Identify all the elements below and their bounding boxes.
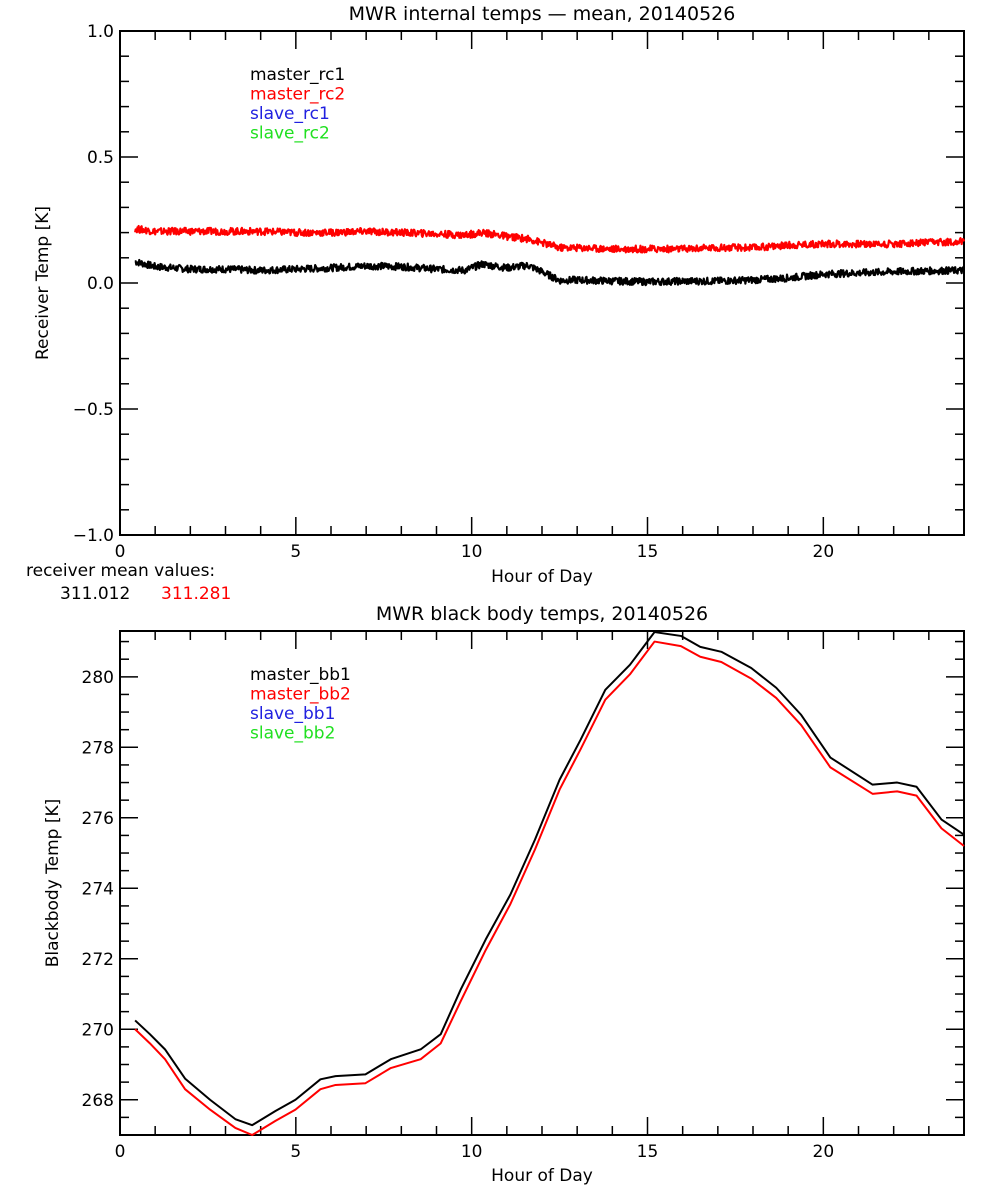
x-tick-label: 0: [115, 542, 126, 562]
series-group: [134, 631, 965, 1136]
legend-entry-master-bb2: master_bb2: [250, 685, 351, 705]
receiver-mean-value-1: 311.012: [60, 584, 130, 604]
y-tick-label: −1.0: [73, 526, 114, 546]
x-tick-label: 10: [461, 542, 483, 562]
legend-entry-slave-bb2: slave_bb2: [250, 724, 335, 744]
axis-ticks: [119, 30, 965, 536]
legend-entry-master-rc2: master_rc2: [250, 85, 345, 105]
legend-entry-master-rc1: master_rc1: [250, 65, 345, 85]
receiver-mean-value-2: 311.281: [161, 584, 231, 604]
series-line-master-rc2: [134, 224, 966, 254]
y-tick-label: 278: [82, 738, 114, 758]
x-tick-labels: 0 5 10 15 20: [115, 1142, 835, 1162]
x-tick-label: 20: [813, 1142, 835, 1162]
x-tick-label: 15: [637, 1142, 659, 1162]
y-tick-label: 272: [82, 950, 114, 970]
series-line-master-bb2: [134, 640, 965, 1136]
y-axis-label: Blackbody Temp [K]: [43, 799, 63, 968]
y-tick-label: 280: [82, 668, 114, 688]
y-tick-label: 0.5: [87, 148, 114, 168]
x-tick-label: 5: [290, 542, 301, 562]
x-tick-label: 10: [461, 1142, 483, 1162]
x-tick-label: 15: [637, 542, 659, 562]
x-axis-label: Hour of Day: [491, 567, 593, 587]
axis-ticks: [119, 631, 965, 1136]
plot-frame: [119, 630, 965, 1136]
y-tick-label: 274: [82, 879, 114, 899]
y-axis-label: Receiver Temp [K]: [33, 206, 53, 360]
y-tick-label: 0.0: [87, 274, 114, 294]
x-axis-label: Hour of Day: [491, 1166, 593, 1186]
chart-title: MWR internal temps — mean, 20140526: [349, 3, 736, 25]
blackbody-temp-chart: MWR black body temps, 20140526 0 5 10 15 20 …: [43, 603, 965, 1186]
legend-entry-slave-bb1: slave_bb1: [250, 704, 335, 724]
legend-entry-slave-rc2: slave_rc2: [250, 124, 330, 144]
series-line-master-bb1: [134, 631, 965, 1127]
y-tick-label: 276: [82, 809, 114, 829]
x-tick-labels: 0 5 10 15 20: [115, 542, 835, 562]
x-tick-label: 5: [290, 1142, 301, 1162]
legend-entry-master-bb1: master_bb1: [250, 665, 351, 685]
y-tick-labels: −1.0 −0.5 0.0 0.5 1.0: [73, 22, 114, 546]
y-tick-label: 268: [82, 1091, 114, 1111]
plot-frame: [119, 30, 965, 536]
y-tick-label: 1.0: [87, 22, 114, 42]
y-tick-label: −0.5: [73, 400, 114, 420]
x-tick-label: 0: [115, 1142, 126, 1162]
receiver-temp-chart: MWR internal temps — mean, 20140526 0 5 10…: [26, 3, 966, 604]
y-tick-label: 270: [82, 1020, 114, 1040]
receiver-mean-label: receiver mean values:: [26, 561, 215, 581]
y-tick-labels: 268 270 272 274 276 278 280: [82, 668, 114, 1111]
legend-entry-slave-rc1: slave_rc1: [250, 104, 330, 124]
chart-title: MWR black body temps, 20140526: [376, 603, 708, 625]
series-line-master-rc1: [134, 258, 966, 287]
series-group: [134, 224, 966, 287]
x-tick-label: 20: [813, 542, 835, 562]
